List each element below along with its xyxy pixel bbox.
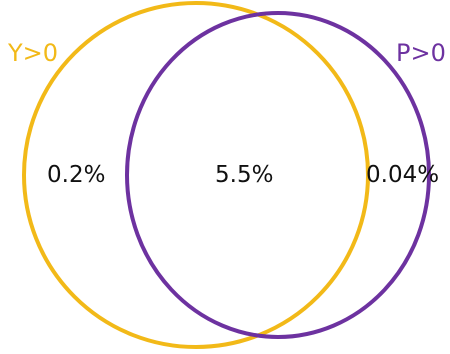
intersection-value: 5.5% bbox=[215, 162, 273, 188]
p-only-value: 0.04% bbox=[366, 162, 439, 188]
p-set-label: P>0 bbox=[396, 39, 446, 67]
p-set-circle bbox=[125, 11, 431, 339]
y-set-label: Y>0 bbox=[7, 39, 58, 67]
y-set-circle bbox=[22, 1, 370, 349]
y-only-value: 0.2% bbox=[47, 162, 105, 188]
